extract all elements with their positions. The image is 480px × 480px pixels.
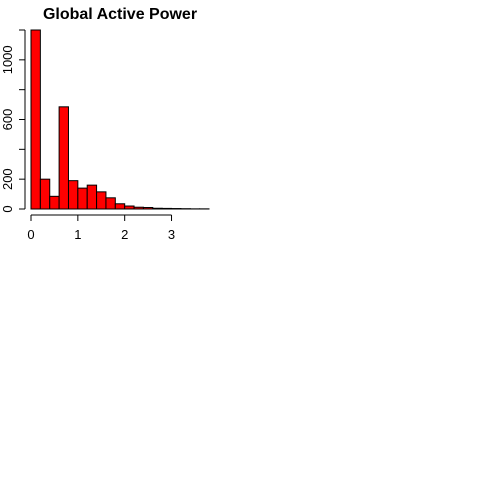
y-tick-label: 1000 xyxy=(0,45,15,74)
histogram-bar xyxy=(133,206,144,210)
histogram-bar xyxy=(30,29,41,210)
x-tick-label: 2 xyxy=(121,227,128,242)
histogram-bars xyxy=(30,29,210,210)
y-axis: 0 200 600 1000 xyxy=(0,29,26,213)
histogram-bar xyxy=(77,187,88,210)
histogram-bar xyxy=(142,207,154,210)
histogram-bar xyxy=(152,207,163,210)
x-tick-label: 0 xyxy=(27,227,34,242)
histogram-bar xyxy=(39,178,51,210)
y-tick-label: 0 xyxy=(0,205,15,212)
histogram-bar xyxy=(58,106,69,210)
histogram-bar xyxy=(86,184,98,210)
histogram-bar xyxy=(161,207,173,210)
chart-title: Global Active Power xyxy=(43,6,197,23)
histogram-bar xyxy=(67,180,79,210)
x-tick-label: 3 xyxy=(168,227,175,242)
histogram-bar xyxy=(124,205,135,210)
histogram-bar xyxy=(105,197,116,210)
x-tick-label: 1 xyxy=(74,227,81,242)
histogram-bar xyxy=(49,195,60,210)
y-tick-label: 600 xyxy=(0,109,15,131)
x-axis: 0 1 2 3 xyxy=(27,214,175,242)
y-tick-label: 200 xyxy=(0,168,15,190)
histogram-bar xyxy=(96,191,107,210)
histogram-bar xyxy=(114,203,126,210)
